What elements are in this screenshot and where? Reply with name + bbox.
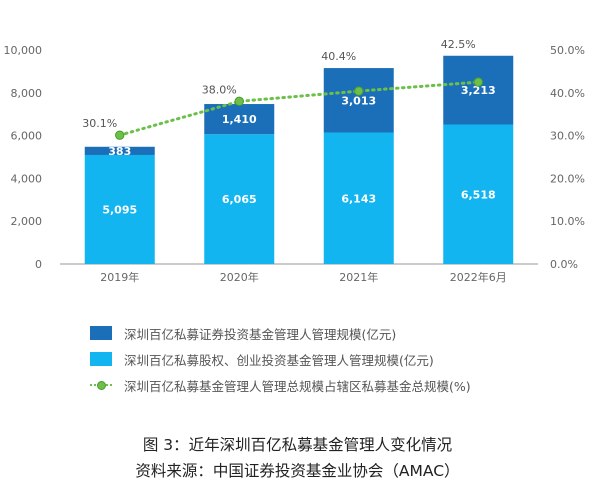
y-right-tick-label: 50.0% (550, 44, 585, 57)
bar-label-securities: 383 (108, 145, 131, 158)
share-point (234, 96, 244, 107)
bar-label-equity: 6,518 (461, 188, 496, 201)
legend: 深圳百亿私募证券投资基金管理人管理规模(亿元) 深圳百亿私募股权、创业投资基金管… (90, 320, 471, 398)
legend-item-equity: 深圳百亿私募股权、创业投资基金管理人管理规模(亿元) (90, 346, 471, 372)
y-left-tick-label: 6,000 (11, 130, 43, 143)
chart: 0 2,000 4,000 6,000 8,000 10,000 0.0% 10.0% 20.0… (4, 38, 585, 284)
bar-label-securities: 3,213 (461, 84, 496, 97)
y-left-tick-label: 4,000 (11, 172, 43, 185)
y-right-tick-label: 0.0% (550, 258, 578, 271)
bar-label-equity: 5,095 (102, 203, 137, 216)
x-tick-label: 2019年 (100, 270, 139, 284)
legend-swatch-share (90, 378, 112, 392)
y-right-tick-label: 40.0% (550, 87, 585, 100)
legend-item-share: 深圳百亿私募基金管理人管理总规模占辖区私募基金总规模(%) (90, 372, 471, 398)
source-note: 资料来源：中国证券投资基金业协会（AMAC） (135, 462, 460, 480)
bar-equity (443, 124, 514, 264)
share-point (473, 77, 483, 87)
legend-label-equity: 深圳百亿私募股权、创业投资基金管理人管理规模(亿元) (124, 352, 434, 368)
share-label: 40.4% (321, 50, 356, 63)
y-right-tick-label: 10.0% (550, 215, 585, 228)
y-right-tick-label: 20.0% (550, 172, 585, 185)
share-label: 38.0% (202, 83, 237, 96)
bar-equity (84, 154, 155, 264)
bar-equity (204, 134, 275, 264)
bar-label-equity: 6,143 (341, 192, 376, 205)
legend-item-securities: 深圳百亿私募证券投资基金管理人管理规模(亿元) (90, 320, 471, 346)
bar-label-equity: 6,065 (222, 193, 257, 206)
bar-securities (323, 68, 394, 133)
bar-label-securities: 1,410 (222, 113, 257, 126)
y-left-tick-label: 0 (35, 258, 42, 271)
y-left-tick-label: 10,000 (4, 44, 43, 57)
share-point (115, 130, 125, 140)
y-right-tick-label: 30.0% (550, 130, 585, 143)
share-point (354, 86, 364, 96)
figure-caption: 图 3：近年深圳百亿私募基金管理人变化情况 (142, 436, 453, 454)
x-tick-label: 2022年6月 (450, 270, 507, 284)
bar-securities (84, 146, 155, 155)
share-label: 42.5% (441, 38, 476, 51)
bar-label-securities: 3,013 (341, 94, 376, 107)
x-tick-label: 2021年 (339, 270, 378, 284)
bar-securities (443, 55, 514, 125)
share-label: 30.1% (82, 117, 117, 130)
bar-equity (323, 132, 394, 264)
legend-swatch-equity (90, 352, 112, 366)
legend-swatch-securities (90, 326, 112, 340)
legend-label-securities: 深圳百亿私募证券投资基金管理人管理规模(亿元) (124, 326, 397, 342)
legend-label-share: 深圳百亿私募基金管理人管理总规模占辖区私募基金总规模(%) (124, 378, 471, 394)
share-line (118, 80, 480, 137)
bar-securities (204, 104, 275, 135)
y-left-tick-label: 8,000 (11, 87, 43, 100)
x-tick-label: 2020年 (220, 270, 259, 284)
y-left-tick-label: 2,000 (11, 215, 43, 228)
